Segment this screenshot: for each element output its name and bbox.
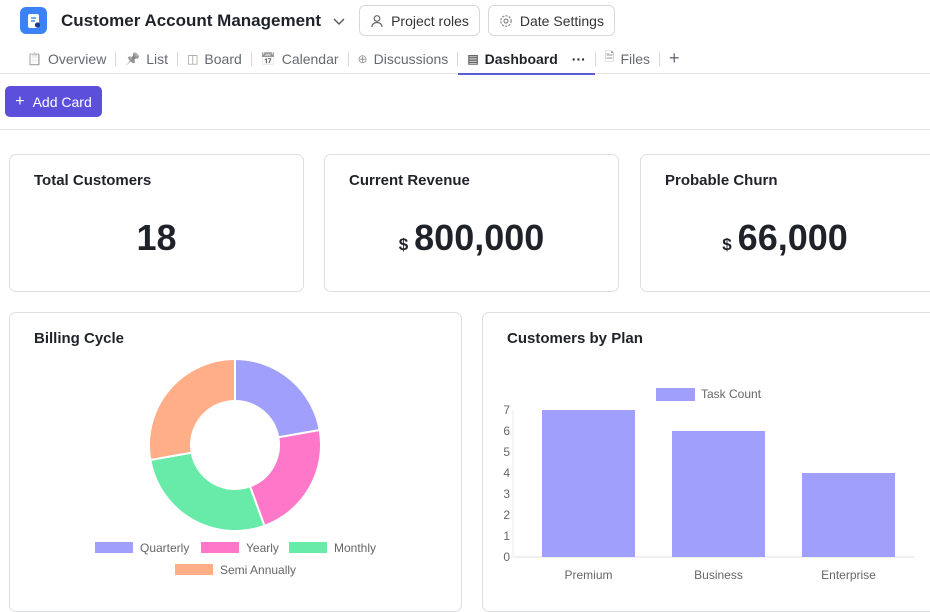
x-tick-label: Business [694, 568, 743, 582]
tab-overview[interactable]: 📋 Overview [18, 44, 115, 74]
card-value-text: 18 [136, 217, 177, 258]
legend-swatch [95, 542, 133, 553]
header-bar: Customer Account Management Project role… [20, 5, 615, 36]
date-settings-button[interactable]: Date Settings [487, 5, 615, 36]
y-tick-label: 3 [503, 487, 510, 501]
y-tick-label: 7 [503, 403, 510, 417]
tab-label: Dashboard [484, 50, 558, 67]
tab-label: Board [204, 50, 242, 67]
legend-label[interactable]: Monthly [334, 541, 376, 555]
bar-premium[interactable] [542, 410, 635, 557]
y-tick-label: 6 [503, 424, 510, 438]
bar-business[interactable] [672, 431, 765, 557]
y-tick-label: 5 [503, 445, 510, 459]
user-icon [371, 14, 383, 27]
pin-icon: 📌 [125, 51, 141, 66]
project-roles-button[interactable]: Project roles [359, 5, 480, 36]
tab-calendar[interactable]: 📅 Calendar [252, 44, 348, 74]
card-probable-churn: Probable Churn $66,000 [640, 154, 930, 292]
y-tick-label: 2 [503, 508, 510, 522]
card-title: Current Revenue [349, 172, 470, 189]
plus-icon: + [15, 92, 25, 110]
card-current-revenue: Current Revenue $800,000 [324, 154, 619, 292]
gear-icon [500, 14, 512, 27]
board-icon: ◫ [187, 51, 199, 66]
card-total-customers: Total Customers 18 [9, 154, 304, 292]
divider [0, 129, 930, 130]
tab-label: Overview [47, 50, 107, 67]
chart-icon: ▤ [467, 51, 479, 66]
tab-separator [177, 51, 179, 66]
project-icon [20, 7, 47, 34]
card-value: $800,000 [325, 217, 618, 259]
legend-label[interactable]: Semi Annually [220, 563, 296, 577]
card-title: Total Customers [34, 172, 152, 189]
more-icon[interactable]: ··· [571, 50, 586, 67]
clipboard-icon: 📋 [27, 51, 42, 66]
pie-slice-quarterly[interactable] [234, 357, 321, 439]
pie-slice-yearly[interactable] [248, 428, 322, 528]
legend-swatch [656, 388, 695, 401]
tab-label: Discussions [373, 50, 449, 67]
y-tick-label: 4 [503, 466, 510, 480]
x-tick-label: Enterprise [821, 568, 876, 582]
tab-label: Files [620, 50, 650, 67]
chart-title: Customers by Plan [507, 330, 643, 347]
chevron-down-icon[interactable] [333, 14, 345, 28]
legend-swatch [201, 542, 239, 553]
tab-dashboard[interactable]: ▤ Dashboard ··· [458, 44, 596, 75]
tab-separator [594, 51, 596, 66]
tab-separator [250, 51, 252, 66]
x-tick-label: Premium [564, 568, 612, 582]
tab-board[interactable]: ◫ Board [178, 44, 251, 74]
tab-label: List [146, 50, 169, 67]
bar-enterprise[interactable] [802, 473, 895, 557]
y-tick-label: 0 [503, 550, 510, 564]
project-title: Customer Account Management [61, 10, 322, 30]
tab-discussions[interactable]: ⊕ Discussions [349, 44, 458, 74]
card-value-text: 800,000 [414, 217, 545, 258]
project-roles-label: Project roles [391, 12, 469, 29]
card-value: $66,000 [641, 217, 929, 259]
tab-list[interactable]: 📌 List [116, 44, 177, 74]
card-value-text: 66,000 [737, 217, 848, 258]
currency-symbol: $ [398, 235, 409, 254]
legend-label[interactable]: Yearly [246, 541, 279, 555]
legend-label[interactable]: Task Count [701, 387, 762, 401]
pie-slice-semi-annually[interactable] [148, 357, 236, 462]
currency-symbol: $ [722, 235, 732, 254]
legend-label[interactable]: Quarterly [140, 541, 189, 555]
file-icon: 🗎 [604, 50, 615, 64]
tab-separator [659, 51, 660, 66]
card-title: Probable Churn [665, 172, 778, 189]
tab-files[interactable]: 🗎 Files [596, 44, 659, 74]
tab-label: Calendar [281, 50, 339, 67]
add-tab-plus-icon[interactable]: + [669, 48, 680, 68]
chart-title: Billing Cycle [34, 330, 125, 347]
add-card-label: Add Card [32, 93, 92, 110]
legend-swatch [289, 542, 327, 553]
calendar-icon: 📅 [260, 51, 276, 66]
date-settings-label: Date Settings [519, 12, 604, 29]
add-card-button[interactable]: + Add Card [5, 86, 102, 117]
card-value: 18 [10, 217, 303, 259]
tab-separator [115, 51, 117, 66]
plus-circle-icon: ⊕ [357, 51, 368, 66]
tab-separator [457, 51, 459, 66]
legend-swatch [175, 564, 213, 575]
tab-bar: 📋 Overview 📌 List ◫ Board 📅 Calendar ⊕ Discussion… [0, 44, 930, 75]
pie-slice-monthly[interactable] [149, 451, 266, 532]
tab-separator [347, 51, 349, 66]
y-tick-label: 1 [503, 529, 510, 543]
